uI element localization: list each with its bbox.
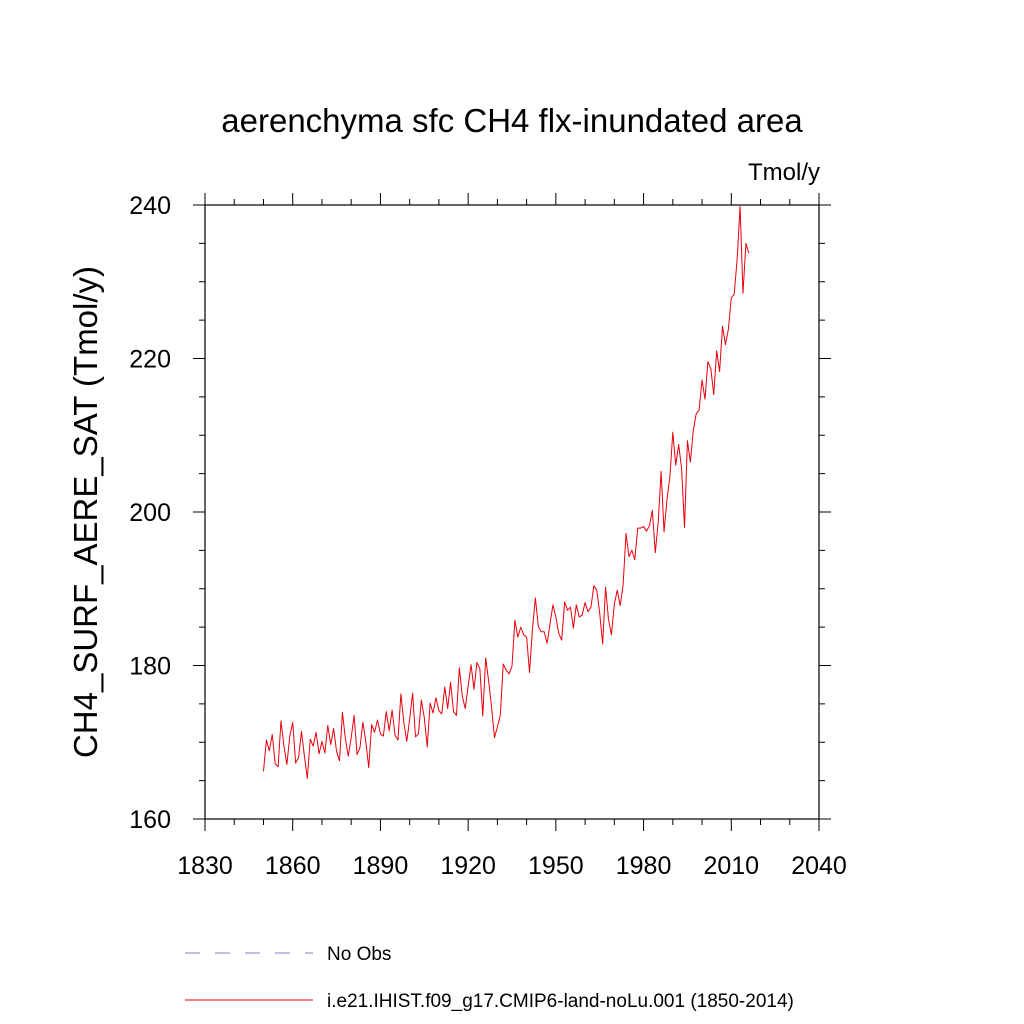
y-tick-label: 160 — [129, 806, 171, 834]
y-axis-label: CH4_SURF_AERE_SAT (Tmol/y) — [67, 266, 104, 758]
x-tick-label: 2040 — [791, 852, 847, 880]
y-tick-label: 200 — [129, 499, 171, 527]
x-tick-label: 2010 — [703, 852, 759, 880]
axis-tick-labels: 1830 1860 1890 1920 1950 1980 2010 2040 160 180 20… — [129, 192, 847, 880]
y-tick-label: 180 — [129, 653, 171, 681]
chart-title: aerenchyma sfc CH4 flx-inundated area — [221, 102, 803, 139]
series-layer — [262, 206, 750, 779]
units-label: Tmol/y — [748, 159, 820, 186]
x-tick-label: 1950 — [528, 852, 584, 880]
y-tick-label: 240 — [129, 192, 171, 220]
x-tick-label: 1830 — [177, 852, 233, 880]
x-tick-label: 1920 — [440, 852, 496, 880]
plot-frame — [204, 204, 820, 820]
legend-label-model: i.e21.IHIST.f09_g17.CMIP6-land-noLu.001 … — [327, 991, 794, 1012]
series-line-0 — [262, 206, 750, 779]
axis-ticks — [193, 193, 831, 831]
x-tick-label: 1890 — [353, 852, 409, 880]
legend: No Obs i.e21.IHIST.f09_g17.CMIP6-land-no… — [185, 944, 794, 1012]
x-tick-label: 1980 — [616, 852, 672, 880]
y-tick-label: 220 — [129, 346, 171, 374]
legend-label-no-obs: No Obs — [327, 944, 391, 965]
x-tick-label: 1860 — [265, 852, 321, 880]
